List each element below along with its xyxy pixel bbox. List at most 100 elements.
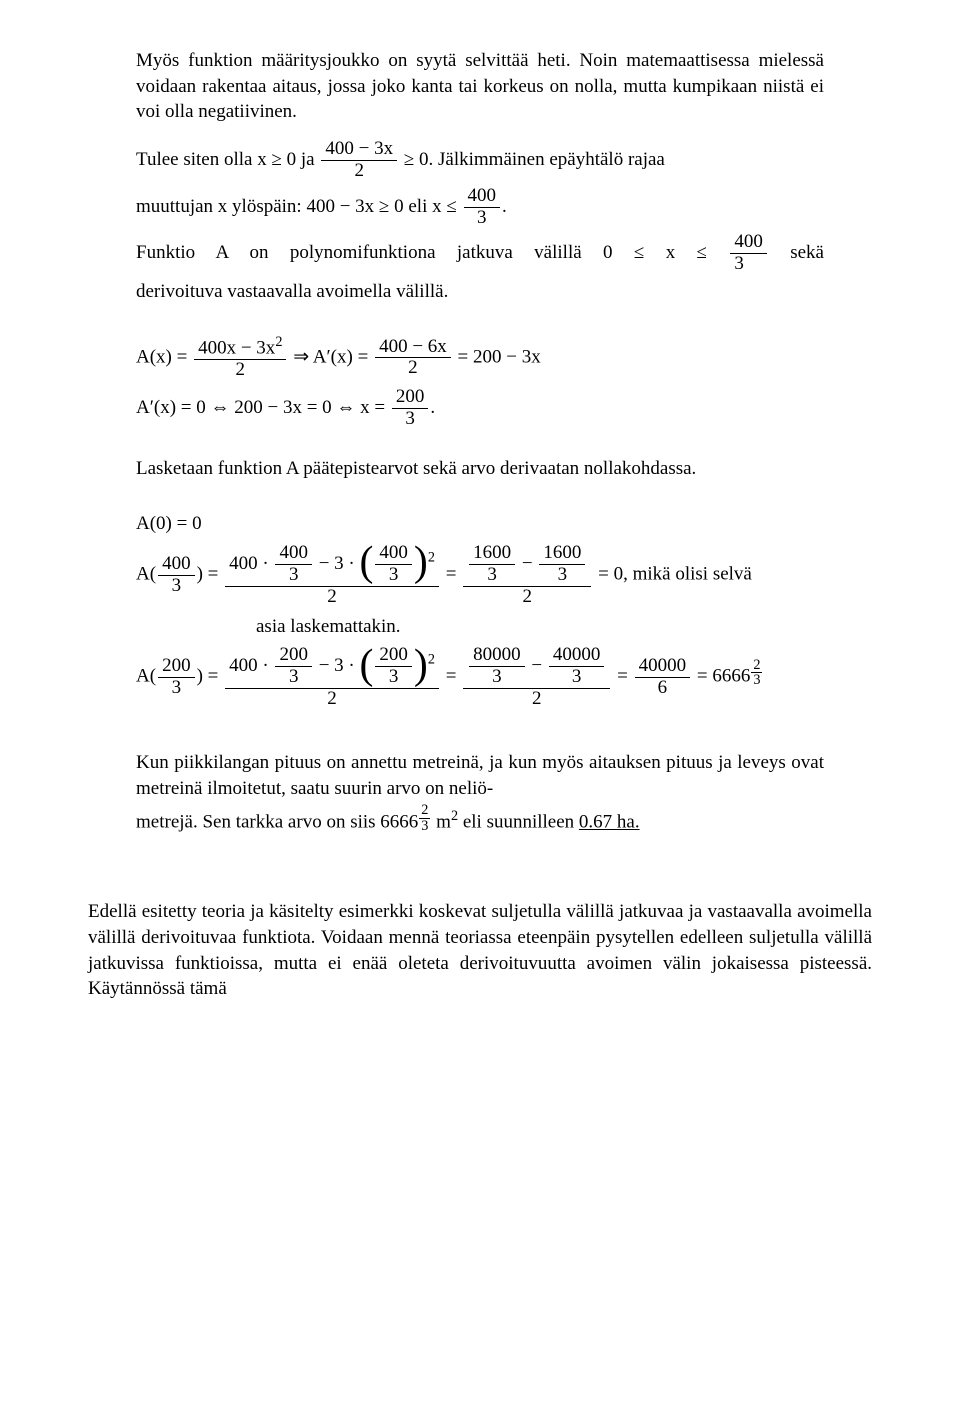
den: 3 — [392, 409, 429, 430]
frac: 200 3 — [158, 656, 195, 699]
num: 1600 — [539, 543, 585, 565]
den: 3 — [375, 565, 412, 586]
num: 80000 — [469, 645, 525, 667]
num: 16003 − 16003 — [463, 543, 591, 587]
para-result-2: metrejä. Sen tarkka arvo on siis 666623 … — [136, 803, 824, 835]
num: 400 — [375, 543, 412, 565]
frac-400-3x-over-2: 400 − 3x 2 — [321, 139, 397, 182]
num: 400 · 2003 − 3 · (2003)2 — [225, 645, 439, 689]
mixed-frac: 23 — [419, 803, 430, 833]
num: 40000 — [635, 656, 691, 678]
para-domain-3: Funktio A on polynomifunktiona jatkuva v… — [136, 232, 824, 275]
sup: 2 — [275, 334, 282, 350]
t: − 3 · — [319, 553, 355, 574]
den: 3 — [375, 667, 412, 688]
txt: eli suunnilleen — [463, 812, 579, 833]
den: 3 — [730, 254, 767, 275]
frac: 16003 — [469, 543, 515, 586]
t: 400 · — [229, 655, 269, 676]
mixed-frac: 23 — [751, 658, 762, 688]
frac: 2003 — [275, 645, 312, 688]
bigfrac: 400 · 2003 − 3 · (2003)2 2 — [225, 645, 439, 710]
t: 400 · — [229, 553, 269, 574]
frac: 400 − 6x 2 — [375, 337, 451, 380]
txt: , mikä olisi selvä — [623, 564, 752, 585]
frac: 40000 6 — [635, 656, 691, 699]
num: 2 — [419, 803, 430, 818]
txt: = — [446, 666, 461, 687]
den: 3 — [158, 576, 195, 597]
num: 400 — [464, 186, 501, 208]
num: 400 − 3x — [321, 139, 397, 161]
den: 3 — [751, 673, 762, 687]
num: 40000 — [549, 645, 605, 667]
t: 400x − 3x — [198, 337, 275, 358]
den: 3 — [158, 678, 195, 699]
den: 3 — [464, 208, 501, 229]
txt: ≥ 0. Jälkimmäinen epäyhtälö rajaa — [404, 149, 665, 170]
txt: Tulee siten olla x ≥ 0 ja — [136, 149, 319, 170]
sq: 2 — [428, 550, 435, 566]
num: 1600 — [469, 543, 515, 565]
t: − 3 · — [319, 655, 355, 676]
txt: = — [446, 564, 461, 585]
num: 2 — [751, 658, 762, 673]
num: 200 — [392, 387, 429, 409]
para-intro: Myös funktion määritysjoukko on syytä se… — [136, 48, 824, 125]
eq-derivative-2: A′(x) = 0 ⇔ 200 − 3x = 0 ⇔ x = 200 3 . — [136, 387, 824, 430]
den: 3 — [275, 667, 312, 688]
den: 2 — [321, 161, 397, 182]
txt: A(x) = — [136, 346, 187, 367]
frac: 400 3 — [158, 554, 195, 597]
txt: sekä — [790, 242, 824, 263]
num: 200 — [375, 645, 412, 667]
txt: = — [617, 666, 632, 687]
num: 400 — [275, 543, 312, 565]
block-1: Myös funktion määritysjoukko on syytä se… — [136, 48, 824, 835]
num: 400x − 3x2 — [194, 335, 286, 360]
para-compute: Lasketaan funktion A päätepistearvot sek… — [136, 456, 824, 482]
txt: = 0 — [598, 564, 623, 585]
sq: 2 — [428, 652, 435, 668]
den: 2 — [225, 689, 439, 710]
txt: A′(x) = 0 ⇔ 200 − 3x = 0 ⇔ x = — [136, 397, 390, 418]
den: 2 — [194, 360, 286, 381]
eq-derivative-1: A(x) = 400x − 3x2 2 ⇒ A′(x) = 400 − 6x 2… — [136, 335, 824, 381]
txt: ) = — [197, 564, 224, 585]
frac: 400x − 3x2 2 — [194, 335, 286, 381]
frac-400-over-3: 400 3 — [464, 186, 501, 229]
den: 3 — [469, 667, 525, 688]
bigfrac: 800003 − 400003 2 — [463, 645, 610, 710]
num: 400 − 6x — [375, 337, 451, 359]
frac: 2003 — [375, 645, 412, 688]
para-domain-2: muuttujan x ylöspäin: 400 − 3x ≥ 0 eli x… — [136, 186, 824, 229]
txt: m — [436, 812, 451, 833]
frac: 200 3 — [392, 387, 429, 430]
t: − — [522, 553, 537, 574]
den: 3 — [539, 565, 585, 586]
txt: muuttujan x ylöspäin: 400 − 3x ≥ 0 eli x… — [136, 195, 462, 216]
den: 3 — [419, 819, 430, 833]
den: 3 — [275, 565, 312, 586]
frac: 4003 — [375, 543, 412, 586]
den: 2 — [225, 587, 439, 608]
eq-A-400-3-cont: asia laskemattakin. — [256, 614, 824, 640]
den: 3 — [549, 667, 605, 688]
num: 200 — [158, 656, 195, 678]
frac: 4003 — [275, 543, 312, 586]
txt: . — [430, 397, 435, 418]
txt: A( — [136, 666, 156, 687]
frac-400-over-3b: 400 3 — [730, 232, 767, 275]
den: 3 — [469, 565, 515, 586]
frac: 800003 — [469, 645, 525, 688]
txt: A( — [136, 564, 156, 585]
den: 2 — [463, 689, 610, 710]
eq-A-400-3: A( 400 3 ) = 400 · 4003 − 3 · (4003)2 2 … — [136, 543, 824, 608]
txt: Funktio A on polynomifunktiona jatkuva v… — [136, 242, 728, 263]
bigfrac: 400 · 4003 − 3 · (4003)2 2 — [225, 543, 439, 608]
frac: 400003 — [549, 645, 605, 688]
num: 200 — [275, 645, 312, 667]
txt: = 200 − 3x — [458, 346, 541, 367]
t: − — [531, 655, 546, 676]
num: 400 — [730, 232, 767, 254]
